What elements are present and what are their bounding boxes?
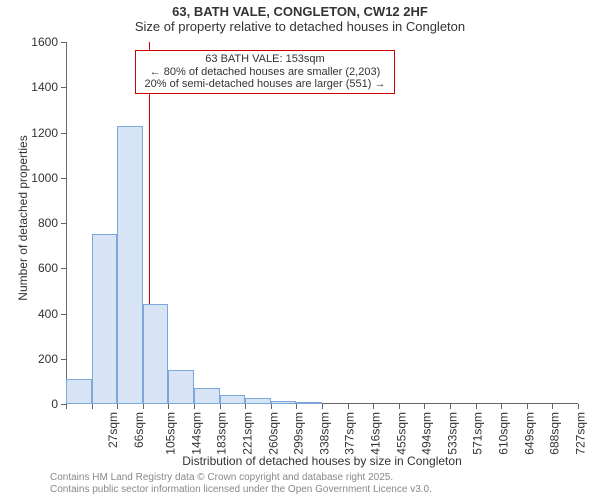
xtick-mark (194, 404, 195, 409)
xtick-label: 494sqm (420, 412, 434, 455)
xtick-mark (168, 404, 169, 409)
xtick-mark (450, 404, 451, 409)
xtick-label: 221sqm (241, 412, 255, 455)
ytick-mark (61, 133, 66, 134)
histogram-bar (92, 234, 118, 404)
xtick-label: 144sqm (190, 412, 204, 455)
histogram-bar (168, 370, 194, 404)
xtick-mark (220, 404, 221, 409)
plot-area: 63 BATH VALE: 153sqm← 80% of detached ho… (66, 42, 578, 404)
histogram-bar (117, 126, 143, 404)
page-subtitle: Size of property relative to detached ho… (0, 19, 600, 36)
histogram-bar (271, 401, 297, 404)
histogram-bar (220, 395, 246, 404)
xtick-label: 455sqm (394, 412, 408, 455)
x-axis-title: Distribution of detached houses by size … (66, 454, 578, 468)
y-axis-title: Number of detached properties (16, 118, 30, 318)
ytick-label: 1400 (18, 80, 58, 94)
ytick-mark (61, 359, 66, 360)
chart-container: 63, BATH VALE, CONGLETON, CW12 2HF Size … (0, 0, 600, 500)
annotation-line: ← 80% of detached houses are smaller (2,… (140, 66, 390, 79)
xtick-mark (578, 404, 579, 409)
xtick-mark (501, 404, 502, 409)
xtick-label: 688sqm (548, 412, 562, 455)
xtick-mark (322, 404, 323, 409)
xtick-mark (527, 404, 528, 409)
xtick-label: 727sqm (574, 412, 588, 455)
xtick-label: 299sqm (292, 412, 306, 455)
annotation-line: 20% of semi-detached houses are larger (… (140, 78, 390, 91)
histogram-bar (66, 379, 92, 404)
xtick-mark (117, 404, 118, 409)
xtick-mark (552, 404, 553, 409)
footnote: Contains HM Land Registry data © Crown c… (50, 472, 432, 495)
annotation-line: 63 BATH VALE: 153sqm (140, 53, 390, 66)
ytick-label: 0 (18, 397, 58, 411)
xtick-label: 610sqm (497, 412, 511, 455)
xtick-label: 27sqm (106, 412, 120, 448)
ytick-mark (61, 42, 66, 43)
footnote-line: Contains HM Land Registry data © Crown c… (50, 472, 432, 484)
annotation-box: 63 BATH VALE: 153sqm← 80% of detached ho… (135, 50, 395, 94)
xtick-label: 571sqm (471, 412, 485, 455)
xtick-mark (245, 404, 246, 409)
xtick-mark (143, 404, 144, 409)
xtick-mark (476, 404, 477, 409)
ytick-mark (61, 223, 66, 224)
page-title: 63, BATH VALE, CONGLETON, CW12 2HF (0, 0, 600, 19)
histogram-bar (245, 398, 271, 404)
ytick-mark (61, 268, 66, 269)
xtick-mark (399, 404, 400, 409)
histogram-bar (143, 304, 169, 404)
histogram-bar (194, 388, 220, 404)
xtick-mark (348, 404, 349, 409)
xtick-label: 66sqm (132, 412, 146, 448)
xtick-label: 260sqm (266, 412, 280, 455)
xtick-mark (271, 404, 272, 409)
xtick-mark (92, 404, 93, 409)
ytick-mark (61, 87, 66, 88)
xtick-mark (373, 404, 374, 409)
xtick-label: 105sqm (164, 412, 178, 455)
xtick-label: 533sqm (446, 412, 460, 455)
y-axis-line (66, 42, 67, 404)
histogram-bar (296, 402, 322, 404)
ytick-mark (61, 314, 66, 315)
xtick-label: 183sqm (215, 412, 229, 455)
xtick-label: 338sqm (318, 412, 332, 455)
xtick-mark (66, 404, 67, 409)
footnote-line: Contains public sector information licen… (50, 484, 432, 496)
ytick-mark (61, 178, 66, 179)
xtick-label: 377sqm (343, 412, 357, 455)
xtick-mark (424, 404, 425, 409)
xtick-label: 416sqm (369, 412, 383, 455)
ytick-label: 1600 (18, 35, 58, 49)
xtick-mark (296, 404, 297, 409)
ytick-label: 200 (18, 352, 58, 366)
xtick-label: 649sqm (522, 412, 536, 455)
